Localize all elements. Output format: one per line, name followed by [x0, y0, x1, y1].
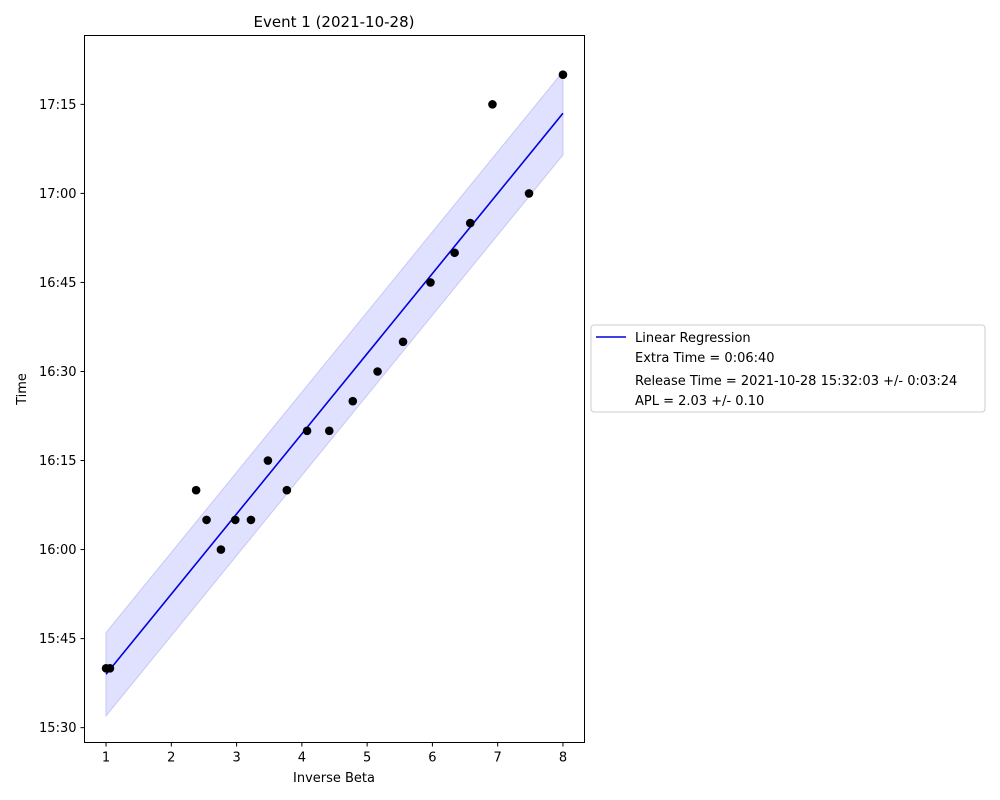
data-point	[191, 485, 201, 495]
data-point	[105, 663, 115, 673]
data-point	[373, 367, 382, 376]
data-point	[488, 100, 497, 109]
data-point	[465, 218, 475, 228]
x-axis-label: Inverse Beta	[293, 771, 375, 786]
chart-title: Event 1 (2021-10-28)	[254, 13, 415, 31]
data-point	[216, 545, 226, 554]
y-tick-label: 16:30	[39, 365, 76, 380]
legend-entry-extra-time: Extra Time = 0:06:40	[635, 351, 775, 366]
data-point	[302, 426, 312, 436]
data-point	[524, 189, 534, 198]
regression-line	[105, 112, 564, 675]
data-point	[348, 396, 358, 406]
data-point	[450, 248, 459, 258]
plot-frame	[84, 35, 585, 743]
y-tick-label: 17:00	[39, 187, 76, 202]
x-tick-label: 7	[494, 751, 502, 766]
data-point	[282, 485, 292, 495]
data-point	[230, 515, 240, 525]
data-point	[263, 456, 273, 465]
y-tick-label: 15:45	[39, 632, 76, 647]
x-tick-label: 2	[167, 751, 175, 766]
x-tick-label: 1	[102, 751, 110, 766]
data-point	[558, 70, 568, 79]
data-point	[202, 515, 211, 525]
data-point	[324, 426, 334, 436]
data-point	[246, 515, 256, 525]
x-tick-label: 8	[559, 751, 567, 766]
y-tick-label: 16:00	[39, 543, 76, 558]
x-tick-label: 3	[232, 751, 240, 766]
legend-box	[590, 324, 986, 413]
y-tick-label: 17:15	[39, 98, 76, 113]
data-point	[398, 337, 408, 347]
y-tick-label: 16:45	[39, 276, 76, 291]
y-axis-label: Time	[15, 373, 30, 406]
legend-entry-release-time: Release Time = 2021-10-28 15:32:03 +/- 0…	[635, 374, 957, 389]
legend-entry-apl: APL = 2.03 +/- 0.10	[635, 394, 764, 409]
legend: Linear Regression Extra Time = 0:06:40 R…	[590, 324, 986, 413]
x-tick-label: 5	[363, 751, 371, 766]
x-tick-label: 4	[298, 751, 306, 766]
legend-entry-regression: Linear Regression	[635, 331, 751, 346]
x-tick-label: 6	[428, 751, 436, 766]
y-tick-label: 15:30	[39, 721, 76, 736]
data-point	[426, 278, 435, 287]
y-tick-label: 16:15	[39, 454, 76, 469]
